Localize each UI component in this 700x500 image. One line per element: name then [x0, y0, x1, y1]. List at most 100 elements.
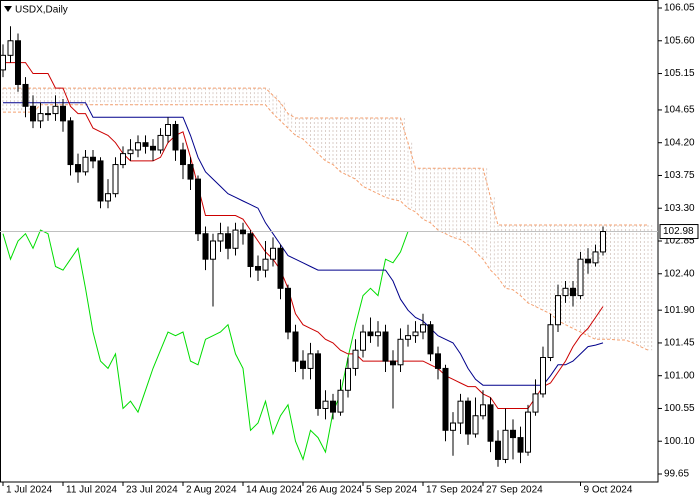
candle-body — [195, 178, 201, 235]
candle-body — [157, 134, 164, 151]
candle-body — [97, 160, 104, 202]
candle-body — [600, 231, 606, 253]
candle-body — [22, 83, 29, 107]
candle-body — [375, 331, 381, 337]
candle-body — [150, 145, 156, 151]
candle-body — [577, 258, 584, 297]
candle-body — [75, 164, 81, 173]
y-tick-label: 105.60 — [664, 35, 695, 46]
cloud-edge — [3, 87, 648, 226]
candle-body — [262, 258, 269, 271]
candle-body — [472, 415, 479, 435]
candle-body — [457, 400, 464, 424]
candle-body — [105, 193, 111, 202]
candle-body — [307, 353, 314, 369]
candle-body — [277, 247, 284, 289]
candle-body — [187, 164, 194, 180]
candle-body — [532, 393, 539, 413]
candle-body — [517, 437, 524, 453]
x-tick-label: 14 Aug 2024 — [246, 485, 303, 496]
y-tick-label: 103.30 — [664, 203, 695, 214]
y-tick-label: 101.00 — [664, 370, 695, 381]
candle-body — [240, 229, 246, 235]
candle-body — [412, 331, 419, 337]
candle-body — [202, 233, 209, 260]
x-tick-label: 1 Jul 2024 — [6, 485, 53, 496]
candle-body — [225, 233, 231, 249]
candle-body — [232, 229, 239, 249]
y-tick-label: 101.45 — [664, 338, 695, 349]
candle-body — [142, 142, 149, 147]
y-tick-label: 101.90 — [664, 305, 695, 316]
candle-body — [247, 233, 254, 267]
y-tick-label: 106.05 — [664, 3, 695, 14]
x-tick-label: 17 Sep 2024 — [426, 485, 483, 496]
y-tick-label: 104.20 — [664, 137, 695, 148]
x-tick-label: 23 Jul 2024 — [126, 485, 178, 496]
candle-body — [555, 295, 561, 326]
candle-body — [480, 404, 486, 417]
candle-body — [540, 356, 546, 395]
y-tick-label: 104.65 — [664, 105, 695, 116]
last-price-box — [659, 224, 699, 240]
candle-body — [90, 156, 96, 162]
candle-body — [37, 113, 44, 122]
x-tick-label: 11 Jul 2024 — [66, 485, 117, 496]
candle-body — [0, 54, 6, 71]
candle-body — [502, 429, 509, 460]
candle-body — [52, 105, 59, 115]
x-tick-label: 26 Aug 2024 — [306, 485, 363, 496]
candle-body — [405, 335, 411, 340]
candle-body — [360, 331, 366, 351]
candle-body — [450, 422, 456, 431]
candle-body — [270, 247, 276, 260]
candle-body — [165, 124, 171, 136]
indicator-line — [3, 102, 604, 386]
candle-body — [435, 353, 441, 369]
candle-body — [300, 360, 306, 369]
candle-body — [442, 367, 449, 431]
candle-body — [427, 324, 434, 355]
candle-body — [330, 400, 336, 413]
candle-body — [30, 105, 36, 122]
candle-body — [367, 331, 374, 337]
y-tick-label: 105.15 — [664, 68, 695, 79]
last-price-label: 102.98 — [663, 226, 694, 237]
candle-body — [180, 149, 186, 166]
candle-body — [397, 338, 404, 366]
candle-body — [7, 40, 14, 56]
candle-body — [210, 240, 216, 260]
candle-body — [82, 156, 89, 173]
candle-body — [465, 400, 471, 435]
candle-body — [585, 258, 591, 264]
indicator-line — [3, 62, 604, 409]
x-tick-label: 27 Sep 2024 — [486, 485, 543, 496]
candle-body — [135, 142, 141, 151]
candle-body — [112, 164, 119, 195]
candle-body — [255, 265, 261, 271]
y-tick-label: 99.65 — [664, 469, 689, 480]
chart-title: USDX,Daily — [15, 5, 68, 16]
candle-body — [285, 287, 291, 333]
candle-body — [495, 440, 501, 460]
y-tick-label: 100.10 — [664, 436, 695, 447]
candle-body — [352, 349, 359, 369]
candle-body — [570, 287, 576, 297]
x-tick-label: 5 Sep 2024 — [366, 485, 418, 496]
candle-body — [525, 411, 531, 453]
candle-body — [315, 353, 321, 409]
candle-body — [67, 120, 74, 166]
candle-body — [510, 429, 516, 439]
candle-body — [592, 251, 599, 264]
y-tick-label: 100.55 — [664, 403, 695, 414]
candle-body — [120, 153, 126, 166]
candle-body — [420, 324, 426, 333]
cloud-edge — [3, 104, 649, 351]
candle-body — [127, 149, 134, 155]
candle-body — [345, 367, 351, 391]
candle-body — [547, 324, 554, 358]
candle-body — [172, 124, 179, 151]
candle-body — [382, 331, 389, 362]
candle-body — [15, 40, 21, 85]
